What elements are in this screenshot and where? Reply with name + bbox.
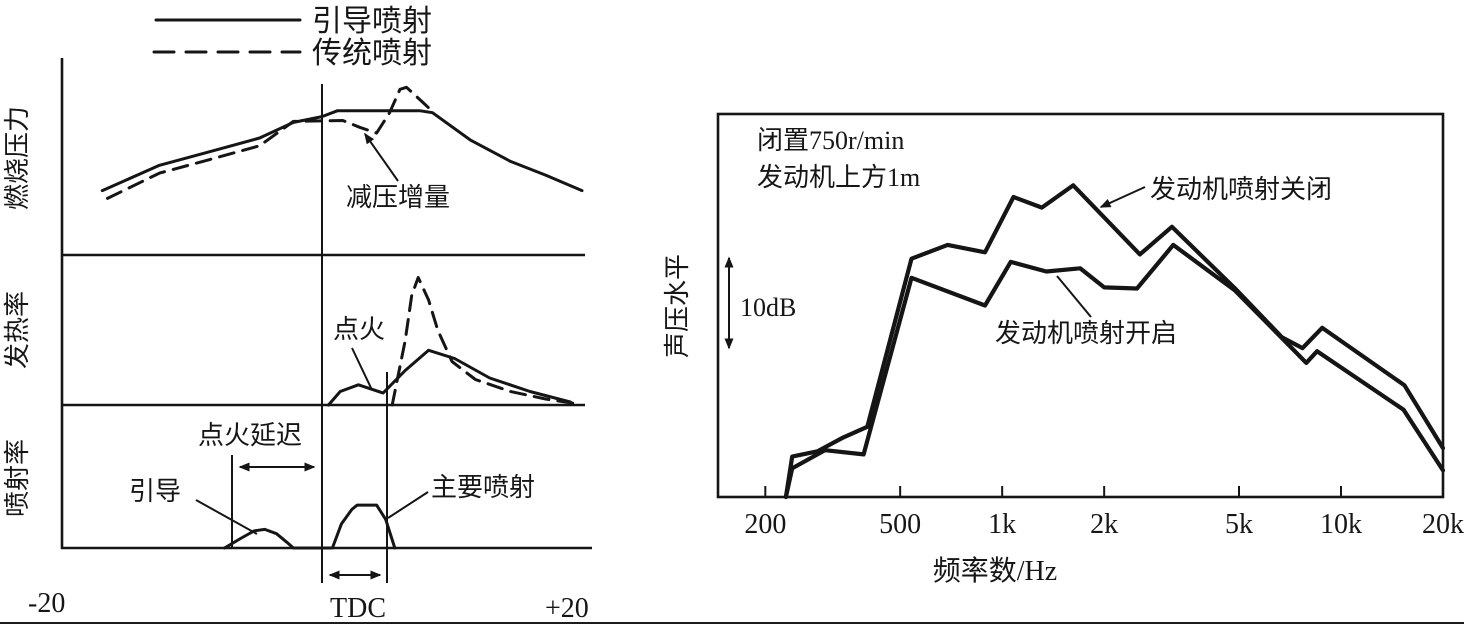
- main-injection-leader-line: [387, 491, 429, 519]
- left-curve-panel0-引导喷射: [100, 109, 584, 193]
- right-chart: 闭置750r/min 发动机上方1m 10dB 声压水平 发动机喷射关闭 发动机…: [663, 112, 1464, 587]
- curve-label-injection-off: 发动机喷射关闭: [1150, 175, 1332, 204]
- injection-on-leader-line: [1056, 275, 1092, 318]
- x-label-plus20: +20: [545, 593, 589, 624]
- injection-off-leader-arrow: [1099, 186, 1146, 208]
- x-tick-label-1k: 1k: [988, 509, 1016, 540]
- annotation-main-injection: 主要喷射: [431, 473, 535, 502]
- ylabel-injection-rate: 喷射率: [3, 439, 32, 517]
- note-position: 发动机上方1m: [757, 163, 920, 192]
- ylabel-sound-pressure-level: 声压水平: [663, 254, 692, 358]
- annotation-pilot: 引导: [129, 477, 181, 506]
- left-curve-panel1-引导喷射: [327, 348, 572, 407]
- x-tick-label-2k: 2k: [1090, 509, 1118, 540]
- x-tick-label-5k: 5k: [1225, 509, 1253, 540]
- x-tick-label-500: 500: [879, 509, 921, 540]
- left-chart-curves: [100, 85, 584, 550]
- annotation-ignition-delay: 点火延迟: [198, 421, 302, 450]
- right-plot-box: [716, 112, 1445, 499]
- x-tick-label-10k: 10k: [1320, 509, 1362, 540]
- pilot-leader-line: [195, 499, 258, 535]
- ylabel-combustion-pressure: 燃烧压力: [3, 106, 32, 210]
- right-x-ticks: 200 500 1k 2k 5k 10k 20k: [744, 486, 1464, 540]
- left-chart: 引导喷射 传统喷射 燃烧压力 发热率 喷射率 减压增量 点火 点火延迟 引导 主…: [3, 5, 592, 624]
- legend-label-pilot-injection: 引导喷射: [312, 5, 432, 38]
- x-tick-label-200: 200: [744, 509, 786, 540]
- ignition-leader-line: [351, 347, 373, 391]
- right-curve-发动机喷射关闭: [783, 183, 1446, 500]
- annotation-ignition: 点火: [333, 315, 385, 344]
- x-label-tdc: TDC: [330, 593, 386, 624]
- x-tick-label-20k: 20k: [1422, 509, 1464, 540]
- db-scale-label: 10dB: [740, 293, 796, 322]
- annotation-pressure-delta: 减压增量: [346, 183, 450, 212]
- note-rpm: 闭置750r/min: [757, 126, 904, 155]
- left-curve-panel1-传统喷射: [390, 276, 577, 407]
- left-curve-panel0-传统喷射: [106, 85, 436, 200]
- x-label-minus20: -20: [28, 588, 65, 619]
- curve-label-injection-on: 发动机喷射开启: [995, 319, 1177, 348]
- legend: 引导喷射 传统喷射: [152, 5, 432, 70]
- right-chart-curves: [783, 183, 1446, 500]
- legend-label-traditional-injection: 传统喷射: [312, 37, 432, 70]
- ylabel-heat-release-rate: 发热率: [3, 291, 32, 369]
- pressure-delta-arrow: [364, 132, 399, 182]
- left-curve-panel2-引导+主要喷射: [223, 503, 397, 550]
- right-curve-发动机喷射开启: [783, 242, 1446, 500]
- xlabel-frequency: 频率数/Hz: [933, 555, 1057, 587]
